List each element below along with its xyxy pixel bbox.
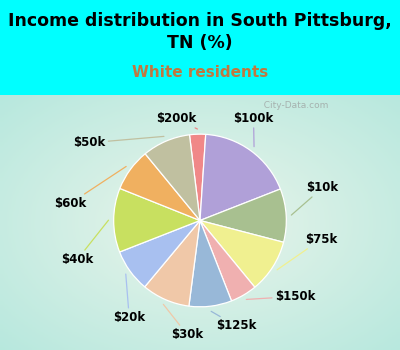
Text: $10k: $10k xyxy=(291,181,339,215)
Text: $20k: $20k xyxy=(113,274,145,324)
Wedge shape xyxy=(145,135,200,220)
Text: $60k: $60k xyxy=(54,167,126,210)
Wedge shape xyxy=(190,134,206,220)
Text: $75k: $75k xyxy=(277,233,337,270)
Text: $30k: $30k xyxy=(163,304,203,341)
Text: White residents: White residents xyxy=(132,65,268,80)
Text: City-Data.com: City-Data.com xyxy=(258,102,328,110)
Wedge shape xyxy=(200,134,280,220)
Wedge shape xyxy=(200,189,286,242)
Wedge shape xyxy=(114,188,200,252)
Text: $200k: $200k xyxy=(156,112,198,129)
Wedge shape xyxy=(120,154,200,220)
Text: $100k: $100k xyxy=(234,112,274,147)
Wedge shape xyxy=(189,220,232,307)
Text: $50k: $50k xyxy=(73,136,164,149)
Wedge shape xyxy=(145,220,200,306)
Text: $150k: $150k xyxy=(246,290,315,303)
Text: $125k: $125k xyxy=(211,312,256,332)
Wedge shape xyxy=(200,220,255,301)
Wedge shape xyxy=(200,220,284,287)
Wedge shape xyxy=(120,220,200,287)
Text: Income distribution in South Pittsburg,
TN (%): Income distribution in South Pittsburg, … xyxy=(8,12,392,52)
Text: $40k: $40k xyxy=(61,220,108,266)
